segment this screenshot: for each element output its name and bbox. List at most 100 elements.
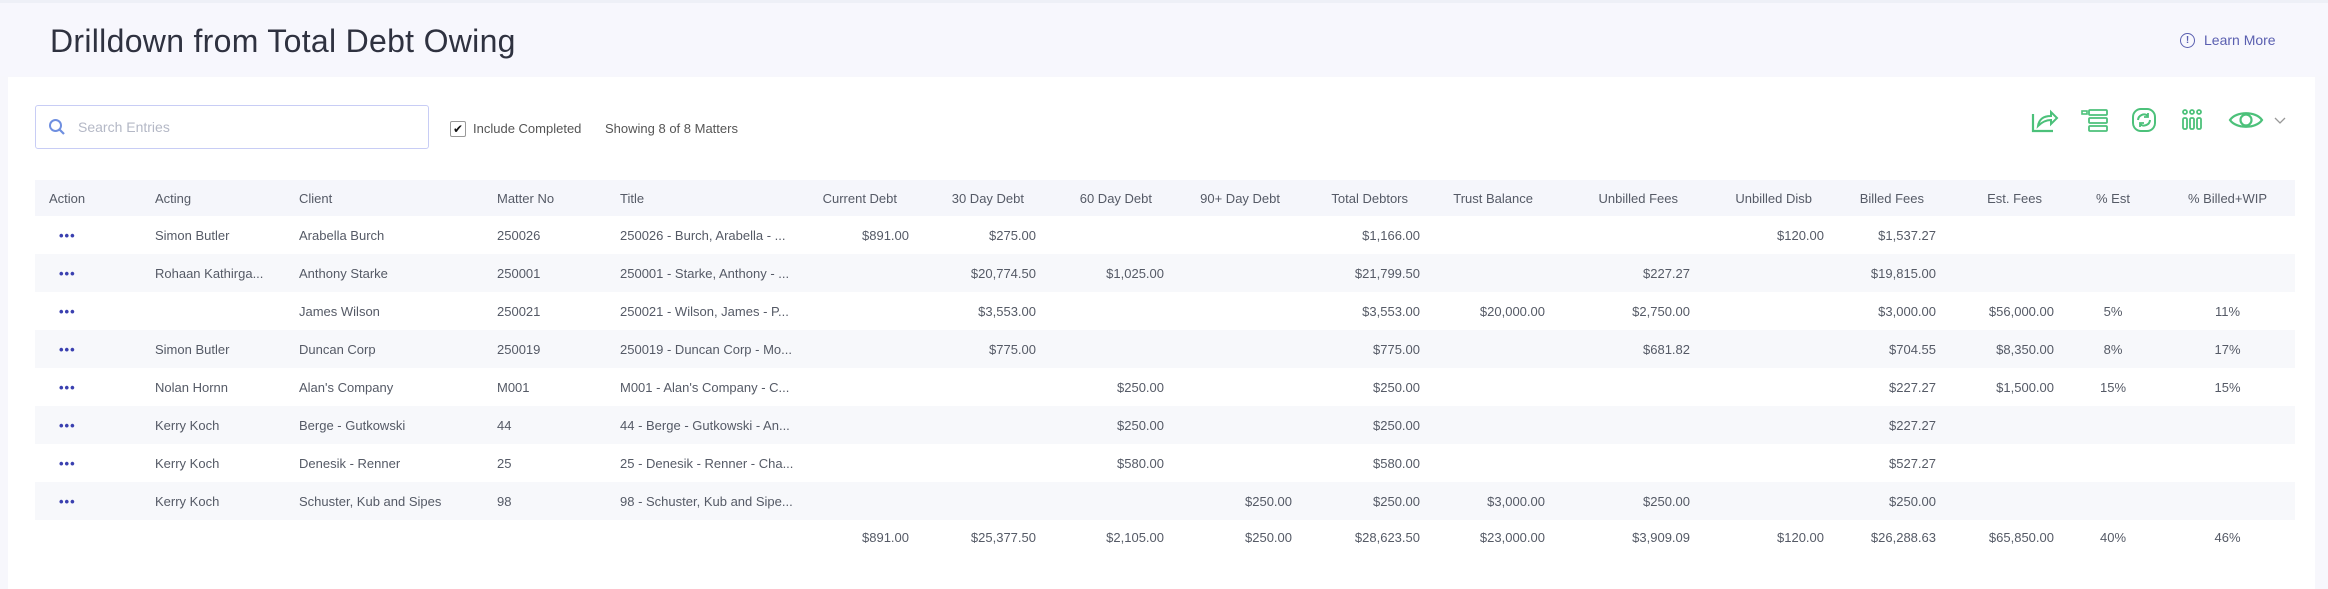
cell-action: ••• <box>35 216 141 254</box>
row-actions-button[interactable]: ••• <box>59 379 76 395</box>
cell-client: Anthony Starke <box>285 254 483 292</box>
cell-est-fees <box>1948 482 2066 520</box>
share-export-icon[interactable] <box>2030 106 2060 134</box>
cell-acting: Kerry Koch <box>141 406 285 444</box>
column-header-billed-wip[interactable]: % Billed+WIP <box>2160 180 2295 216</box>
column-header-billed-fees[interactable]: Billed Fees <box>1836 180 1948 216</box>
table-header-row: Action Acting Client Matter No Title Current … <box>35 180 2295 216</box>
cell-unbilled-fees: $250.00 <box>1557 482 1702 520</box>
cell-client: Alan's Company <box>299 379 394 395</box>
cell-60-day-debt <box>1048 292 1176 330</box>
showing-count: Showing 8 of 8 Matters <box>605 121 738 136</box>
cell-current-debt <box>796 444 921 482</box>
cell-total-debtors: $3,553.00 <box>1362 303 1420 319</box>
cell-current-debt <box>796 330 921 368</box>
cell-est: 8% <box>2066 330 2160 368</box>
include-completed-label[interactable]: Include Completed <box>473 121 582 136</box>
table-row[interactable]: ••• Simon Butler Duncan Corp 250019 250019 -… <box>35 330 2295 368</box>
cell-billed-wip <box>2160 482 2295 520</box>
table-row[interactable]: ••• Kerry Koch Berge - Gutkowski 44 44 - Ber… <box>35 406 2295 444</box>
grid-icon[interactable] <box>2180 106 2204 134</box>
column-header-90-day-debt[interactable]: 90+ Day Debt <box>1176 180 1304 216</box>
column-header-est-fees[interactable]: Est. Fees <box>1948 180 2066 216</box>
cell-est-fees: $1,500.00 <box>1996 379 2054 395</box>
table-row[interactable]: ••• Kerry Koch Denesik - Renner 25 25 - Dene… <box>35 444 2295 482</box>
eye-icon[interactable] <box>2228 106 2264 134</box>
column-header-unbilled-disb[interactable]: Unbilled Disb <box>1702 180 1836 216</box>
page-header: Drilldown from Total Debt Owing ! Learn … <box>0 0 2328 76</box>
cell-matter-no: 25 <box>497 455 512 471</box>
column-header-title[interactable]: Title <box>606 180 796 216</box>
learn-more-link[interactable]: ! Learn More <box>2180 32 2276 48</box>
column-header-unbilled-fees[interactable]: Unbilled Fees <box>1557 180 1702 216</box>
column-settings-icon[interactable] <box>2080 106 2110 134</box>
search-icon <box>49 119 65 135</box>
cell-60-day-debt <box>1048 482 1176 520</box>
column-header-action[interactable]: Action <box>35 180 141 216</box>
row-actions-button[interactable]: ••• <box>59 341 76 357</box>
cell-est-fees <box>1948 406 2066 444</box>
column-header-total-debtors[interactable]: Total Debtors <box>1304 180 1432 216</box>
total-billed-fees: $26,288.63 <box>1870 529 1936 545</box>
include-completed-checkbox[interactable]: ✔ <box>450 121 466 137</box>
total-billed-wip: 46% <box>2214 529 2241 545</box>
cell-title: 250019 - Duncan Corp - Mo... <box>606 330 796 368</box>
table-row[interactable]: ••• Kerry Koch Schuster, Kub and Sipes 98 98… <box>35 482 2295 520</box>
column-header-client[interactable]: Client <box>285 180 483 216</box>
total-total-debtors: $28,623.50 <box>1354 529 1420 545</box>
cell-unbilled-fees: $2,750.00 <box>1632 303 1690 319</box>
table-row[interactable]: ••• Nolan Hornn Alan's Company M001 M001 - A… <box>35 368 2295 406</box>
total-trust-balance: $23,000.00 <box>1479 529 1545 545</box>
table-row[interactable]: ••• Simon Butler Arabella Burch 250026 25002… <box>35 216 2295 254</box>
row-actions-button[interactable]: ••• <box>59 417 76 433</box>
row-actions-button[interactable]: ••• <box>59 455 76 471</box>
cell-acting: Kerry Koch <box>155 455 220 471</box>
chevron-down-icon[interactable] <box>2274 116 2286 126</box>
cell-30-day-debt: $20,774.50 <box>921 254 1048 292</box>
cell-est: 15% <box>2099 379 2127 395</box>
column-header-trust-balance[interactable]: Trust Balance <box>1432 180 1557 216</box>
cell-90-day-debt <box>1176 254 1304 292</box>
cell-billed-wip: 17% <box>2160 330 2295 368</box>
cell-90-day-debt <box>1176 216 1304 254</box>
row-actions-button[interactable]: ••• <box>59 493 76 509</box>
cell-30-day-debt: $275.00 <box>989 227 1036 243</box>
search-input[interactable] <box>76 118 400 136</box>
cell-billed-fees: $1,537.27 <box>1878 227 1936 243</box>
cell-60-day-debt: $580.00 <box>1117 455 1164 471</box>
cell-unbilled-disb <box>1702 330 1836 368</box>
row-actions-button[interactable]: ••• <box>59 303 76 319</box>
column-header-current-debt[interactable]: Current Debt <box>796 180 921 216</box>
cell-unbilled-fees <box>1557 216 1702 254</box>
cell-current-debt: $891.00 <box>862 227 909 243</box>
total-60-day-debt: $2,105.00 <box>1106 529 1164 545</box>
cell-trust-balance: $20,000.00 <box>1479 303 1545 319</box>
cell-total-debtors: $21,799.50 <box>1304 254 1432 292</box>
cell-total-debtors: $1,166.00 <box>1362 227 1420 243</box>
cell-unbilled-fees: $681.82 <box>1557 330 1702 368</box>
column-header-acting[interactable]: Acting <box>141 180 285 216</box>
table-row[interactable]: ••• James Wilson 250021 250021 - Wilson, Ja… <box>35 292 2295 330</box>
cell-action: ••• <box>35 368 141 406</box>
total-client <box>285 520 483 554</box>
learn-more-label: Learn More <box>2204 32 2276 48</box>
total-90-day-debt: $250.00 <box>1245 529 1292 545</box>
cell-current-debt <box>796 368 921 406</box>
table-row[interactable]: ••• Rohaan Kathirga... Anthony Starke 25000… <box>35 254 2295 292</box>
cell-unbilled-disb <box>1702 444 1836 482</box>
cell-action: ••• <box>35 444 141 482</box>
cell-client: Denesik - Renner <box>299 455 401 471</box>
search-box[interactable] <box>35 105 429 149</box>
row-actions-button[interactable]: ••• <box>59 265 76 281</box>
cell-est <box>2066 406 2160 444</box>
refresh-icon[interactable] <box>2130 106 2158 134</box>
column-header-matter-no[interactable]: Matter No <box>483 180 606 216</box>
column-header-30-day-debt[interactable]: 30 Day Debt <box>921 180 1048 216</box>
row-actions-button[interactable]: ••• <box>59 227 76 243</box>
total-unbilled-disb: $120.00 <box>1777 529 1824 545</box>
column-header-est[interactable]: % Est <box>2066 180 2160 216</box>
cell-unbilled-disb <box>1702 482 1836 520</box>
cell-title: M001 - Alan's Company - C... <box>620 379 790 395</box>
column-header-60-day-debt[interactable]: 60 Day Debt <box>1048 180 1176 216</box>
cell-acting <box>141 292 285 330</box>
